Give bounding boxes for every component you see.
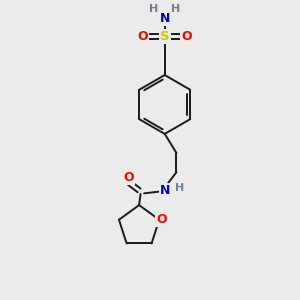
Text: O: O xyxy=(182,30,192,43)
Text: S: S xyxy=(160,30,169,43)
Text: H: H xyxy=(176,183,184,193)
Text: O: O xyxy=(137,30,148,43)
Text: H: H xyxy=(149,4,158,14)
Text: H: H xyxy=(171,4,181,14)
Text: O: O xyxy=(123,171,134,184)
Text: O: O xyxy=(156,213,167,226)
Text: N: N xyxy=(160,12,170,25)
Text: N: N xyxy=(160,184,170,197)
